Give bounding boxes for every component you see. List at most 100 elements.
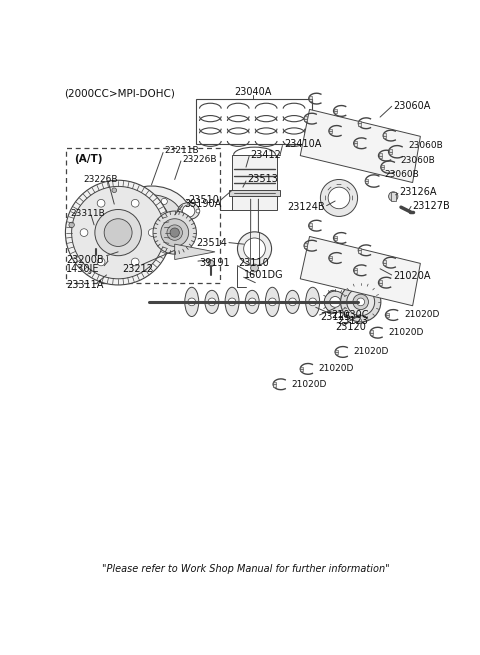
Circle shape — [196, 209, 200, 213]
Circle shape — [134, 202, 168, 236]
Circle shape — [268, 298, 276, 306]
Circle shape — [187, 200, 191, 204]
Bar — [383, 263, 386, 265]
Circle shape — [188, 298, 196, 306]
Text: 1430JE: 1430JE — [66, 264, 100, 274]
Bar — [335, 350, 338, 352]
Circle shape — [65, 180, 171, 285]
Text: 21020A: 21020A — [393, 271, 431, 282]
Circle shape — [178, 209, 181, 213]
Bar — [359, 248, 361, 250]
Bar — [273, 384, 276, 386]
Bar — [379, 156, 382, 158]
Circle shape — [123, 215, 129, 222]
Circle shape — [248, 298, 256, 306]
Text: 23120: 23120 — [335, 322, 366, 332]
Circle shape — [135, 233, 142, 239]
Bar — [309, 223, 312, 226]
Ellipse shape — [286, 290, 300, 314]
Text: 21020D: 21020D — [354, 347, 389, 356]
Ellipse shape — [120, 195, 182, 242]
Circle shape — [80, 229, 88, 236]
Circle shape — [135, 198, 142, 204]
Circle shape — [170, 228, 180, 237]
Ellipse shape — [205, 290, 219, 314]
Circle shape — [309, 298, 316, 306]
Ellipse shape — [225, 288, 239, 316]
Text: 21020D: 21020D — [389, 328, 424, 337]
Circle shape — [182, 205, 195, 217]
Ellipse shape — [185, 288, 199, 316]
Bar — [359, 123, 361, 126]
Bar — [383, 260, 386, 263]
Circle shape — [357, 298, 365, 306]
Ellipse shape — [326, 290, 340, 314]
Circle shape — [167, 225, 182, 240]
Bar — [389, 149, 392, 152]
Bar — [354, 268, 357, 271]
Circle shape — [208, 298, 216, 306]
Polygon shape — [300, 109, 420, 183]
Bar — [365, 181, 369, 183]
Circle shape — [244, 238, 265, 259]
Text: 23060A: 23060A — [393, 101, 431, 111]
Bar — [354, 141, 357, 143]
Text: 23212: 23212 — [122, 264, 153, 274]
Polygon shape — [300, 236, 420, 306]
Bar — [379, 283, 382, 285]
Circle shape — [340, 282, 381, 322]
Circle shape — [288, 298, 296, 306]
Circle shape — [330, 297, 340, 307]
Polygon shape — [175, 244, 215, 259]
Text: 23124B: 23124B — [288, 202, 325, 212]
Circle shape — [228, 298, 236, 306]
Bar — [300, 367, 303, 369]
Circle shape — [112, 188, 117, 193]
Bar — [329, 255, 332, 258]
Circle shape — [161, 219, 189, 246]
Bar — [354, 271, 357, 272]
Circle shape — [132, 199, 139, 207]
Bar — [334, 236, 336, 238]
Bar — [300, 369, 303, 371]
Bar — [335, 352, 338, 354]
Bar — [383, 136, 386, 138]
Bar — [365, 179, 369, 181]
Bar — [359, 121, 361, 123]
Text: 23226B: 23226B — [83, 175, 118, 184]
Text: 23510: 23510 — [188, 195, 219, 205]
Circle shape — [97, 199, 105, 207]
Bar — [391, 192, 396, 201]
Text: 23311B: 23311B — [71, 209, 106, 218]
Circle shape — [148, 229, 156, 236]
Text: 21020D: 21020D — [319, 364, 354, 373]
Circle shape — [82, 220, 86, 225]
Text: 23211B: 23211B — [165, 147, 199, 155]
Text: 23125: 23125 — [321, 312, 351, 322]
Circle shape — [208, 260, 214, 267]
Circle shape — [174, 215, 180, 222]
Circle shape — [95, 233, 99, 238]
Text: 1601DG: 1601DG — [244, 270, 284, 280]
Circle shape — [321, 179, 358, 216]
Circle shape — [72, 187, 165, 279]
Text: "Please refer to Work Shop Manual for further information": "Please refer to Work Shop Manual for fu… — [102, 564, 390, 574]
Text: 23513: 23513 — [248, 174, 278, 185]
Ellipse shape — [306, 288, 320, 316]
Text: (2000CC>MPI-DOHC): (2000CC>MPI-DOHC) — [64, 88, 175, 99]
Text: 39190A: 39190A — [184, 199, 221, 209]
Circle shape — [187, 218, 191, 222]
Text: 23123: 23123 — [337, 316, 368, 326]
Circle shape — [69, 222, 74, 227]
Text: 21030C: 21030C — [331, 310, 369, 320]
Ellipse shape — [111, 186, 192, 252]
Bar — [370, 330, 373, 333]
Text: 23060B: 23060B — [385, 170, 420, 179]
Text: 23200B: 23200B — [66, 255, 104, 265]
Text: 23060B: 23060B — [400, 157, 435, 166]
Bar — [309, 226, 312, 228]
Bar — [385, 315, 389, 317]
Bar — [309, 99, 312, 101]
Text: 23514: 23514 — [196, 238, 228, 248]
Circle shape — [95, 210, 142, 255]
